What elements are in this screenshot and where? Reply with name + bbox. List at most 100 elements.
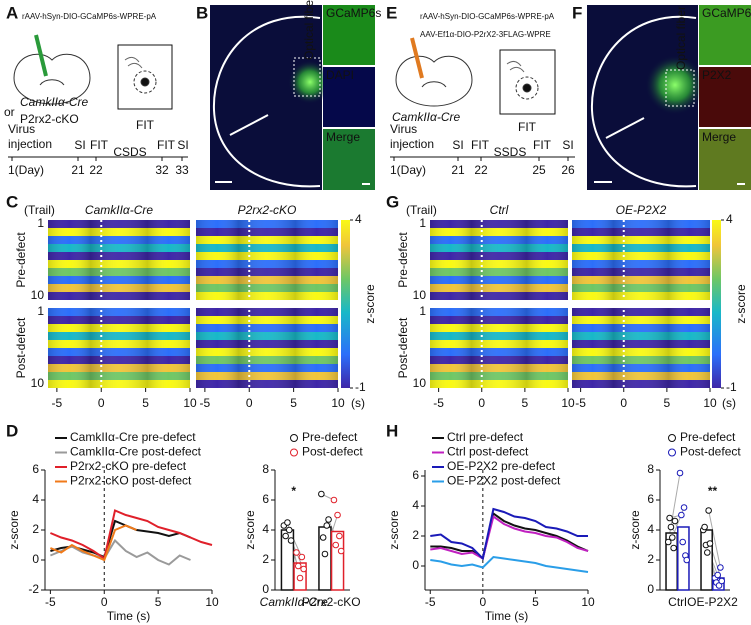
- x-axis-label: Time (s): [485, 609, 529, 623]
- legend-swatch: [668, 434, 676, 442]
- y-axis-label: z-score: [628, 510, 642, 550]
- legend-label: P2rx2-cKO post-defect: [70, 474, 192, 488]
- data-point: [701, 523, 708, 531]
- timeline-event: SI: [562, 138, 573, 152]
- phase-label: Pre-defect: [14, 232, 28, 288]
- colorbar: [712, 220, 721, 388]
- legend-label: P2rx2-cKO pre-defect: [70, 459, 187, 473]
- virus-label: rAAV-hSyn-DIO-GCaMP6s-WPRE-pA: [22, 12, 157, 21]
- row-tick-label: 10: [413, 288, 427, 302]
- significance: **: [708, 484, 718, 498]
- stain-label: P2X2: [702, 68, 732, 82]
- data-point: [284, 519, 291, 526]
- virus-label: AAV-Ef1α-DIO-P2rX2-3FLAG-WPRE: [420, 30, 551, 39]
- timeline-day: 22: [474, 163, 488, 177]
- brain-e: [395, 37, 556, 115]
- group-label: OE-P2X2: [616, 203, 667, 217]
- timeline-day: 32: [155, 163, 169, 177]
- x-tick-label: 5: [532, 595, 539, 609]
- colorbar-tick-label: -1: [355, 380, 366, 394]
- bar: [330, 530, 345, 591]
- x-tick-label: 0: [246, 396, 253, 410]
- timeline-event: FIT: [90, 138, 109, 152]
- data-point: [296, 574, 304, 582]
- legend-label: OE-P2X2 pre-defect: [447, 459, 556, 473]
- y-tick-label: 6: [412, 468, 419, 482]
- data-point: [676, 469, 684, 477]
- x-tick-label: 0: [101, 595, 108, 609]
- data-point: [334, 511, 341, 519]
- series-line: [430, 507, 588, 561]
- row-tick-label: 10: [31, 376, 45, 390]
- data-point: [679, 538, 687, 546]
- x-tick-label: CamkIIα-Cre: [260, 595, 329, 609]
- y-tick-label: 0: [32, 552, 39, 566]
- fiber-label: Optical fiber: [674, 6, 688, 70]
- y-tick-label: 4: [262, 522, 269, 536]
- stain-label: DAPI: [326, 68, 354, 82]
- x-tick-label: 0: [98, 396, 105, 410]
- stain-label: Merge: [326, 130, 360, 144]
- timeline-day: 26: [561, 163, 575, 177]
- heatmap-texture: [572, 308, 710, 388]
- data-point: [706, 540, 714, 547]
- x-unit: (s): [351, 396, 365, 410]
- timeline-day: 21: [451, 163, 465, 177]
- timeline-label: Virus: [390, 122, 417, 136]
- data-point: [282, 532, 289, 540]
- x-tick-label: 10: [331, 396, 345, 410]
- bar: [700, 529, 713, 591]
- y-tick-label: 6: [647, 492, 654, 506]
- timeline-day: 1(Day): [8, 163, 44, 177]
- heatmap-texture: [196, 220, 338, 300]
- y-tick-label: 0: [412, 558, 419, 572]
- data-point: [680, 504, 688, 511]
- legend-swatch: [668, 448, 676, 457]
- x-tick-label: 10: [581, 595, 595, 609]
- data-point: [668, 534, 676, 541]
- y-tick-label: 2: [412, 528, 419, 542]
- panel-label: C: [6, 192, 18, 211]
- x-tick-label: 10: [703, 396, 717, 410]
- data-point: [717, 564, 724, 571]
- data-point: [318, 490, 325, 498]
- phase-label: Post-defect: [396, 317, 410, 378]
- data-point: [330, 496, 338, 504]
- timeline-event: SI: [177, 138, 188, 152]
- x-tick-label: -5: [433, 396, 444, 410]
- x-tick-label: -5: [45, 595, 56, 609]
- series-line: [430, 514, 589, 561]
- legend-label: Pre-defect: [680, 430, 736, 444]
- legend-swatch: [290, 434, 298, 442]
- x-tick-label: 5: [142, 396, 149, 410]
- x-tick-label: 0: [478, 396, 485, 410]
- legend-label: CamkIIα-Cre post-defect: [70, 445, 202, 459]
- data-point: [321, 550, 329, 558]
- image-b: [210, 5, 375, 190]
- timeline-day: 33: [175, 163, 189, 177]
- y-tick-label: 2: [647, 552, 654, 566]
- data-point: [287, 537, 295, 544]
- panel-label: E: [386, 3, 397, 22]
- phase-label: Pre-defect: [396, 232, 410, 288]
- x-tick-label: 5: [522, 396, 529, 410]
- image-f: [587, 5, 751, 190]
- y-tick-label: 8: [262, 462, 269, 476]
- group-label: CamkIIα-Cre: [85, 203, 154, 217]
- brain-a: [13, 34, 173, 110]
- x-tick-label: -5: [425, 595, 436, 609]
- legend-label: Post-defect: [302, 445, 363, 459]
- panel-label: B: [196, 3, 208, 22]
- trial-label: (Trail): [24, 203, 55, 217]
- series-line: [50, 538, 191, 566]
- data-point: [666, 514, 673, 522]
- trial-label: (Trail): [406, 203, 437, 217]
- x-tick-label: 10: [561, 396, 575, 410]
- pair-line: [667, 472, 681, 543]
- series-line: [50, 524, 137, 562]
- data-point: [293, 549, 300, 556]
- x-tick-label: -5: [200, 396, 211, 410]
- panel-label: D: [6, 421, 18, 440]
- colorbar-tick-label: -1: [726, 380, 737, 394]
- data-point: [325, 516, 332, 523]
